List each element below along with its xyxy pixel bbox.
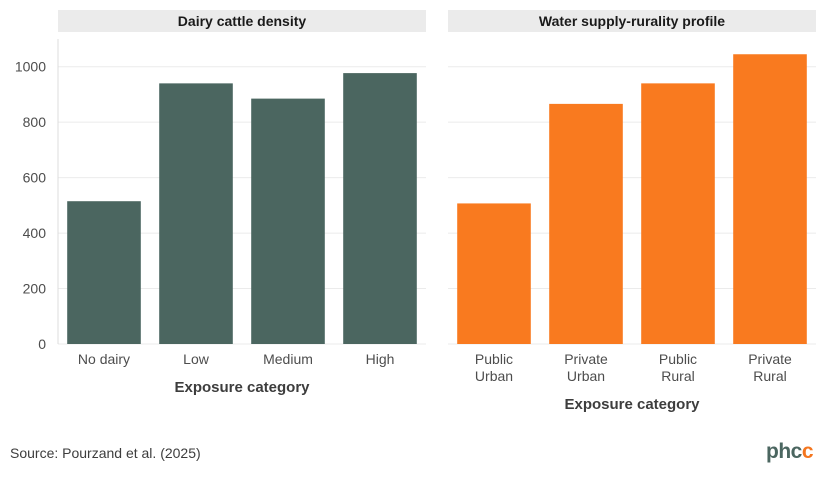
bar-0-1	[159, 83, 233, 344]
x-tick-label: Urban	[567, 368, 605, 384]
bar-0-2	[251, 98, 325, 344]
y-tick-label: 200	[23, 281, 47, 297]
y-tick-label: 400	[23, 225, 47, 241]
y-tick-label: 600	[23, 170, 47, 186]
x-tick-label: Public	[659, 351, 697, 367]
y-tick-label: 800	[23, 114, 47, 130]
logo-accent: c	[801, 440, 814, 463]
panel-strip-1	[448, 10, 816, 32]
x-tick-label: Private	[564, 351, 608, 367]
y-tick-label: 0	[38, 336, 46, 352]
panel-title-1: Water supply-rurality profile	[539, 13, 725, 29]
x-tick-label: No dairy	[78, 351, 130, 367]
bar-1-1	[549, 103, 623, 344]
panel-strip-0	[58, 10, 426, 32]
x-tick-label: Private	[748, 351, 792, 367]
x-axis-title-1: Exposure category	[564, 396, 700, 413]
x-tick-label: High	[366, 351, 395, 367]
panel-title-0: Dairy cattle density	[178, 13, 307, 29]
x-tick-label: Public	[475, 351, 513, 367]
x-tick-label: Rural	[661, 368, 694, 384]
bar-0-0	[67, 201, 141, 344]
x-tick-label: Urban	[475, 368, 513, 384]
y-tick-label: 1000	[15, 59, 46, 75]
logo-text: phc	[766, 440, 802, 463]
x-axis-title-0: Exposure category	[174, 379, 310, 396]
x-tick-label: Rural	[753, 368, 786, 384]
source-note: Source: Pourzand et al. (2025)	[10, 445, 201, 461]
bar-1-0	[457, 203, 531, 344]
bar-1-3	[733, 54, 807, 344]
x-tick-label: Medium	[263, 351, 313, 367]
phcc-logo: phcc	[766, 440, 814, 464]
bar-1-2	[641, 83, 715, 344]
x-tick-label: Low	[183, 351, 210, 367]
bar-0-3	[343, 73, 417, 344]
